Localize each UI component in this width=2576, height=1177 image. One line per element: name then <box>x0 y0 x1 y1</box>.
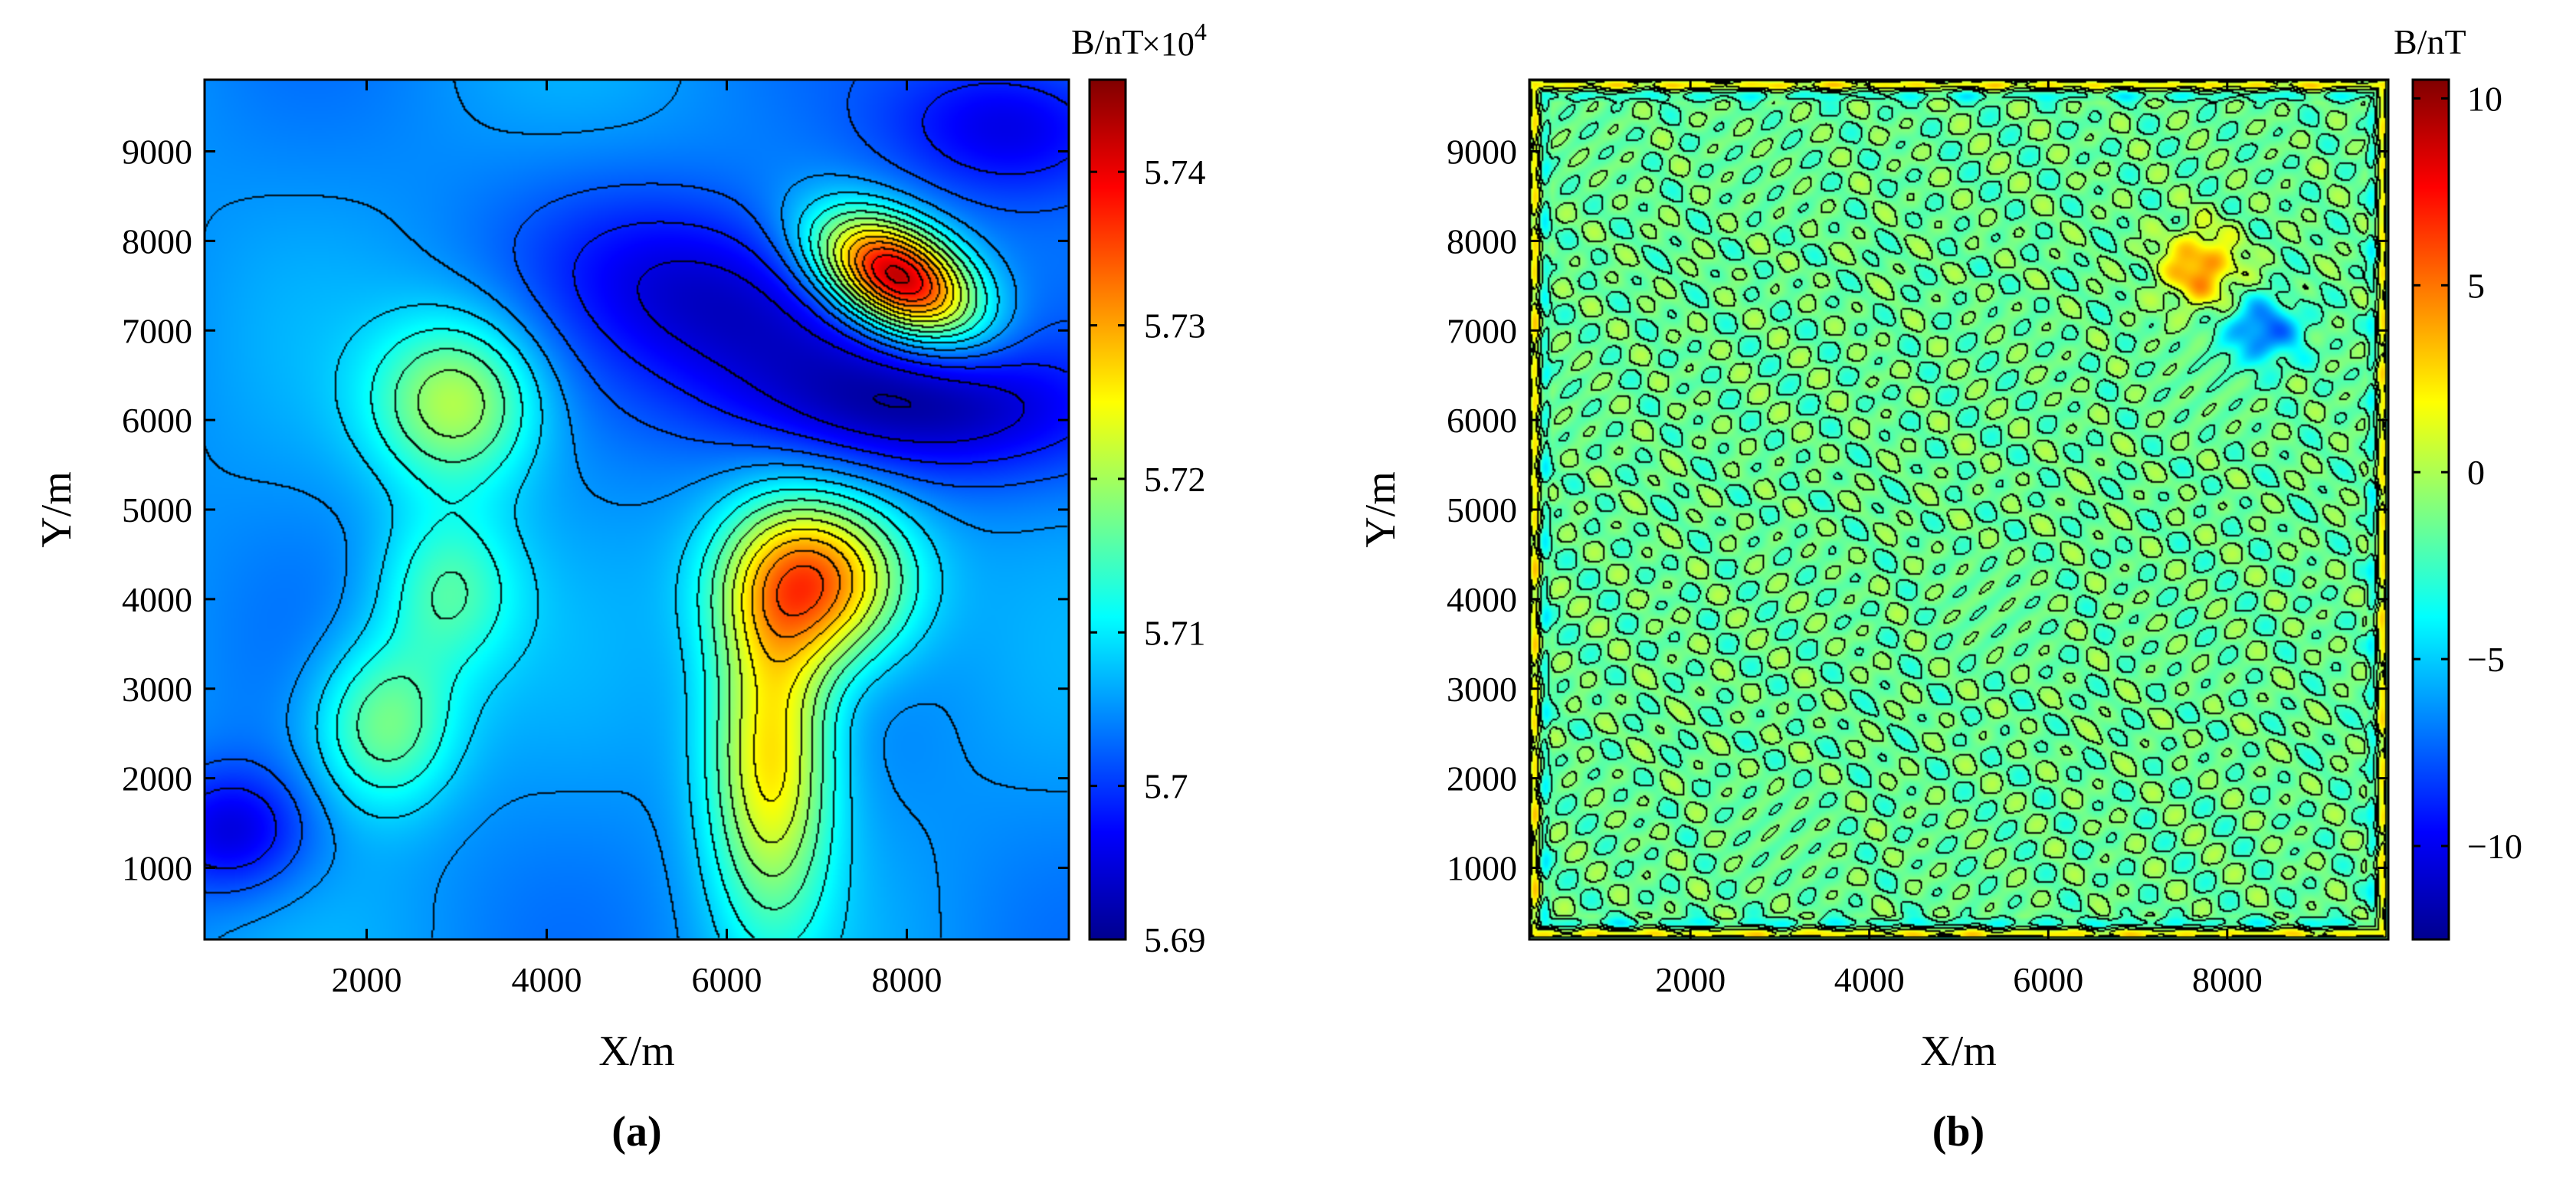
x-axis-label-a: X/m <box>598 1028 675 1075</box>
y-tick-label: 9000 <box>1447 133 1517 172</box>
colorbar-tick-label: 5 <box>2467 266 2485 305</box>
colorbar-tick-label: 5.74 <box>1144 152 1206 192</box>
colorbar-ticks-b: 10 5 0 −5 −10 <box>2413 79 2522 866</box>
y-tick-label: 5000 <box>1447 490 1517 529</box>
x-tick-label: 6000 <box>2013 960 2083 999</box>
x-tick-label: 4000 <box>1834 960 1905 999</box>
y-tick-label: 5000 <box>122 490 192 529</box>
y-tick-label: 9000 <box>122 133 192 172</box>
y-axis-label-a: Y/m <box>33 471 80 548</box>
contour-map-b <box>1529 80 2388 939</box>
colorbar-tick-label: 5.71 <box>1144 613 1206 652</box>
y-tick-label: 2000 <box>122 759 192 798</box>
y-tick-label: 6000 <box>122 401 192 440</box>
colorbar-tick-label: 0 <box>2467 453 2485 492</box>
y-tick-label: 3000 <box>1447 670 1517 709</box>
x-tick-label: 2000 <box>332 960 402 999</box>
y-tick-label: 4000 <box>122 580 192 619</box>
y-tick-label: 7000 <box>122 311 192 350</box>
colorbar-tick-label: 5.7 <box>1144 767 1188 806</box>
y-tick-label: 1000 <box>122 849 192 888</box>
colorbar-tick-label: 10 <box>2467 79 2502 118</box>
panel-b: 2000 4000 6000 8000 1000 2000 3000 4000 5000 600… <box>1357 22 2522 1156</box>
colorbar-exponent-a: ×104 <box>1142 18 1207 63</box>
y-axis-label-b: Y/m <box>1357 471 1404 548</box>
panel-a: 2000 4000 6000 8000 1000 2000 3000 4000 5000 600… <box>33 18 1207 1156</box>
y-tick-label: 8000 <box>122 221 192 261</box>
y-tick-label: 7000 <box>1447 311 1517 350</box>
contour-map-a <box>205 80 1069 939</box>
x-axis-label-b: X/m <box>1920 1028 1997 1075</box>
x-tick-label: 6000 <box>692 960 762 999</box>
colorbar-tick-label: 5.73 <box>1144 307 1206 346</box>
x-tick-label: 8000 <box>872 960 942 999</box>
colorbar-label-b: B/nT <box>2394 22 2466 61</box>
x-axis-a: 2000 4000 6000 8000 <box>332 80 942 999</box>
panel-label-b: (b) <box>1932 1108 1984 1156</box>
y-tick-label: 8000 <box>1447 221 1517 261</box>
colorbar-a <box>1088 78 1127 941</box>
colorbar-tick-label: −5 <box>2467 640 2505 679</box>
x-axis-b: 2000 4000 6000 8000 <box>1655 80 2263 999</box>
x-tick-label: 8000 <box>2192 960 2263 999</box>
y-tick-label: 1000 <box>1447 849 1517 888</box>
y-axis-a: 1000 2000 3000 4000 5000 6000 7000 8000 9000 <box>122 133 1069 888</box>
colorbar-ticks-a: 5.69 5.7 5.71 5.72 5.73 5.74 <box>1090 152 1206 959</box>
y-tick-label: 6000 <box>1447 401 1517 440</box>
y-tick-label: 3000 <box>122 670 192 709</box>
x-tick-label: 4000 <box>512 960 582 999</box>
colorbar-tick-label: −10 <box>2467 827 2522 866</box>
panel-label-a: (a) <box>611 1108 661 1156</box>
colorbar-tick-label: 5.72 <box>1144 460 1206 499</box>
x-tick-label: 2000 <box>1655 960 1726 999</box>
y-tick-label: 4000 <box>1447 580 1517 619</box>
colorbar-label-a: B/nT <box>1071 22 1144 61</box>
colorbar-tick-label: 5.69 <box>1144 920 1206 959</box>
colorbar-b <box>2411 78 2450 941</box>
y-axis-b: 1000 2000 3000 4000 5000 6000 7000 8000 9000 <box>1447 133 2388 888</box>
y-tick-label: 2000 <box>1447 759 1517 798</box>
